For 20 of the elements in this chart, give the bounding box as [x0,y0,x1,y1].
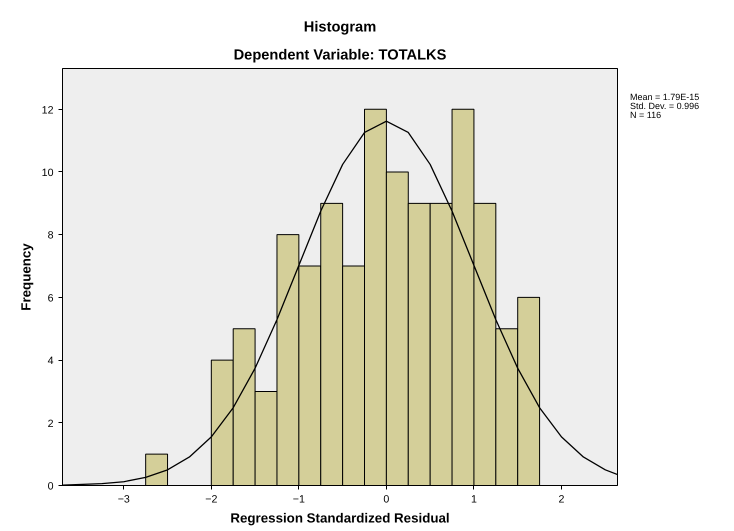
y-tick-label: 4 [48,355,54,368]
x-tick-label: −2 [205,494,218,506]
chart-title: Histogram [304,20,376,36]
y-tick-label: 12 [42,104,54,116]
y-axis-title: Frequency [18,242,34,311]
chart-subtitle: Dependent Variable: TOTALKS [234,48,447,64]
text: Mean = 1.79E-15 [630,92,700,102]
x-tick-label: 0 [383,494,390,506]
y-tick-label: 2 [48,418,54,430]
x-tick-label: 1 [470,494,477,506]
text: N = 116 [630,110,662,120]
text: Std. Dev. = 0.996 [630,101,700,111]
y-tick-label: 10 [42,166,54,179]
y-tick-label: 8 [48,230,54,242]
x-tick-label: −1 [292,494,306,506]
y-tick-label: 6 [48,292,54,304]
x-tick-label: −3 [118,494,130,506]
y-tick-label: 0 [48,480,54,492]
x-axis-title: Regression Standardized Residual [230,510,450,526]
x-tick-label: 2 [558,494,565,506]
